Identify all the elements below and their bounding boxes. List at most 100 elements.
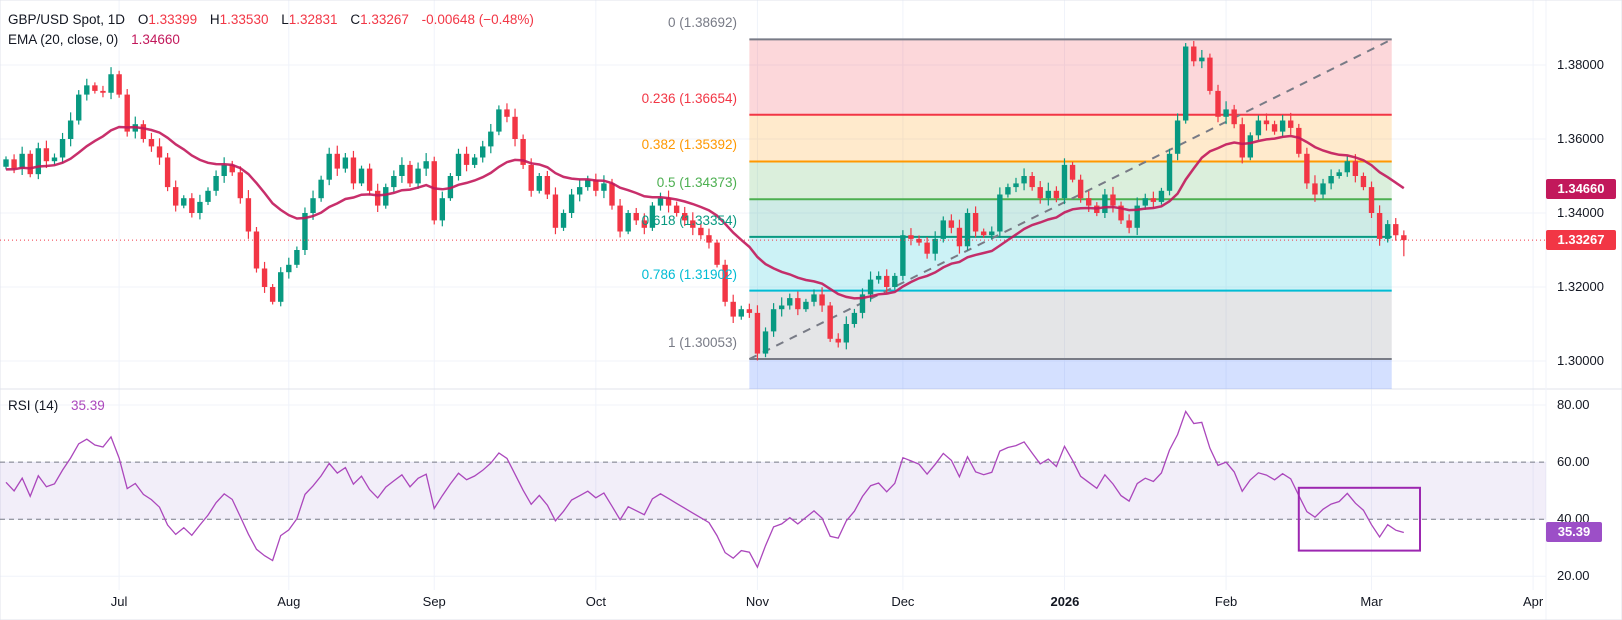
candle-body xyxy=(512,116,518,139)
candle xyxy=(51,153,58,165)
candle-body xyxy=(1077,179,1084,199)
candle xyxy=(504,103,510,123)
candle xyxy=(1199,49,1205,69)
candle-body xyxy=(366,168,373,191)
candle-body xyxy=(795,298,801,310)
candle-body xyxy=(762,331,769,354)
candle xyxy=(374,183,381,212)
candle-body xyxy=(1263,120,1270,125)
candle xyxy=(1215,84,1221,123)
candle-body xyxy=(746,309,753,313)
candle xyxy=(843,316,850,350)
candle-body xyxy=(536,176,542,191)
candle xyxy=(350,150,357,190)
candle-body xyxy=(1384,224,1391,239)
time-tick-label: Sep xyxy=(422,594,446,609)
candle-body xyxy=(51,157,58,162)
candle-body xyxy=(261,268,268,287)
candle-body xyxy=(1110,194,1116,206)
candle-body xyxy=(1279,120,1286,132)
candle-body xyxy=(350,157,357,184)
candle-body xyxy=(811,294,817,302)
rsi-tick-label: 20.00 xyxy=(1557,568,1590,584)
low-label: L xyxy=(281,12,289,27)
candle-body xyxy=(892,275,898,287)
candle xyxy=(819,287,825,312)
candle-body xyxy=(1021,176,1027,184)
candle xyxy=(625,210,631,235)
candle-body xyxy=(140,124,147,139)
candle-body xyxy=(1247,135,1254,158)
time-tick-label: Dec xyxy=(891,594,915,609)
ema-line xyxy=(5,125,1405,300)
candle xyxy=(269,284,276,305)
candle xyxy=(1376,205,1383,246)
candle xyxy=(1191,40,1197,67)
candle-body xyxy=(1061,164,1068,199)
candle-body xyxy=(730,301,736,317)
candle-body xyxy=(1288,120,1294,128)
candle-body xyxy=(972,213,979,232)
candle-body xyxy=(932,238,938,254)
candle xyxy=(302,207,308,255)
candle xyxy=(294,246,300,268)
candle xyxy=(1069,161,1076,183)
candle-body xyxy=(431,161,437,221)
candle xyxy=(415,162,421,189)
candle-body xyxy=(827,305,833,339)
candle-body xyxy=(924,242,930,254)
candle xyxy=(366,163,373,196)
fib-label-1: 1 (1.30053) xyxy=(667,335,737,351)
candle xyxy=(1207,53,1213,95)
candle xyxy=(253,226,260,273)
candle-body xyxy=(1401,235,1407,241)
open-value: 1.33399 xyxy=(148,12,198,27)
candle xyxy=(286,257,292,279)
candle xyxy=(1150,191,1157,208)
candle xyxy=(1029,172,1035,191)
candle xyxy=(682,206,688,226)
candle-body xyxy=(455,153,462,176)
fib-label-0.786: 0.786 (1.31902) xyxy=(641,266,737,282)
candle-body xyxy=(269,287,276,302)
candle xyxy=(803,298,809,312)
candle xyxy=(956,219,963,254)
candle-body xyxy=(601,183,607,191)
candle xyxy=(544,170,551,200)
candle xyxy=(423,153,429,176)
time-tick-label: Aug xyxy=(277,594,301,609)
candle-body xyxy=(156,146,163,158)
candle xyxy=(3,156,9,170)
candle xyxy=(59,132,66,163)
candle xyxy=(43,140,50,169)
fib-label-0.5: 0.5 (1.34373) xyxy=(656,175,737,191)
candle xyxy=(657,192,664,211)
candle-body xyxy=(471,157,478,165)
high-label: H xyxy=(209,12,220,27)
candle-body xyxy=(1360,176,1367,188)
time-tick-label: Jul xyxy=(110,594,128,609)
candle xyxy=(649,202,656,231)
candle-body xyxy=(544,176,551,195)
high-value: 1.33530 xyxy=(219,12,269,27)
candle xyxy=(261,261,268,293)
candle-body xyxy=(1271,124,1278,132)
fib-zone-0.5 xyxy=(749,199,1392,237)
candle xyxy=(859,288,866,319)
candle xyxy=(568,188,575,218)
candle xyxy=(471,154,478,169)
candle xyxy=(213,170,219,196)
candle xyxy=(746,303,753,318)
candle xyxy=(197,194,203,220)
candle xyxy=(722,259,728,307)
candle xyxy=(875,271,882,284)
candle-body xyxy=(245,198,252,232)
candle-body xyxy=(391,176,397,188)
candle xyxy=(851,308,858,328)
candle-body xyxy=(496,109,502,132)
candle xyxy=(1182,43,1189,124)
candle xyxy=(342,152,349,173)
candle xyxy=(1013,177,1019,193)
candle xyxy=(1005,183,1011,198)
